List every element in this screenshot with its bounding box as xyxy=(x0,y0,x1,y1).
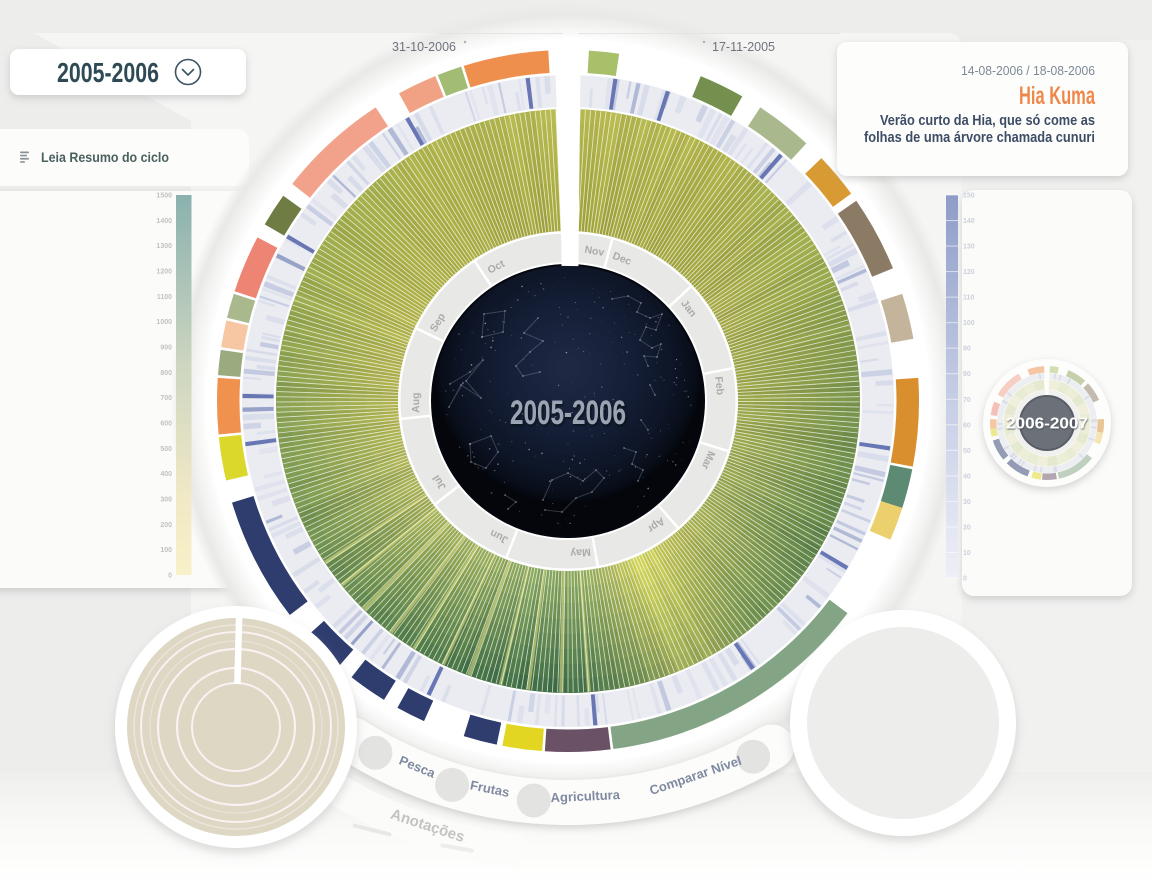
svg-text:17-11-2005: 17-11-2005 xyxy=(712,40,775,54)
svg-text:30: 30 xyxy=(963,499,971,506)
svg-text:0: 0 xyxy=(963,576,967,583)
svg-text:folhas de uma árvore chamada c: folhas de uma árvore chamada cunuri xyxy=(864,130,1095,146)
svg-text:600: 600 xyxy=(160,421,172,428)
svg-text:Aug: Aug xyxy=(410,392,422,413)
svg-text:70: 70 xyxy=(963,397,971,404)
svg-text:1400: 1400 xyxy=(156,218,172,225)
svg-text:900: 900 xyxy=(160,345,172,352)
svg-text:Leia Resumo do ciclo: Leia Resumo do ciclo xyxy=(41,149,169,165)
svg-text:200: 200 xyxy=(160,522,172,529)
svg-text:20: 20 xyxy=(963,524,971,531)
svg-text:700: 700 xyxy=(160,395,172,402)
svg-text:10: 10 xyxy=(963,550,971,557)
svg-text:2006-2007: 2006-2007 xyxy=(1006,416,1088,433)
svg-text:140: 140 xyxy=(963,218,975,225)
svg-text:Feb: Feb xyxy=(712,376,726,396)
svg-text:60: 60 xyxy=(963,422,971,429)
svg-text:14-08-2006 / 18-08-2006: 14-08-2006 / 18-08-2006 xyxy=(961,64,1095,78)
svg-text:90: 90 xyxy=(963,346,971,353)
svg-text:0: 0 xyxy=(168,573,172,580)
svg-text:100: 100 xyxy=(160,547,172,554)
svg-text:110: 110 xyxy=(963,295,974,302)
svg-text:1100: 1100 xyxy=(157,294,172,301)
svg-text:120: 120 xyxy=(963,269,975,276)
svg-text:Verão curto da Hia, que só com: Verão curto da Hia, que só come as xyxy=(880,113,1095,129)
svg-text:Nov: Nov xyxy=(584,244,606,259)
svg-text:1200: 1200 xyxy=(156,269,172,276)
svg-text:300: 300 xyxy=(160,497,172,504)
svg-text:80: 80 xyxy=(963,371,971,378)
svg-text:40: 40 xyxy=(963,473,971,480)
svg-text:50: 50 xyxy=(963,448,971,455)
svg-text:800: 800 xyxy=(160,370,172,377)
svg-text:400: 400 xyxy=(160,471,172,478)
svg-text:130: 130 xyxy=(963,244,975,251)
svg-text:1000: 1000 xyxy=(156,319,172,326)
svg-text:1300: 1300 xyxy=(156,243,172,250)
svg-text:2005-2006: 2005-2006 xyxy=(57,57,159,88)
svg-text:31-10-2006: 31-10-2006 xyxy=(392,40,456,54)
svg-text:500: 500 xyxy=(160,446,172,453)
svg-text:2005-2006: 2005-2006 xyxy=(510,394,626,432)
svg-text:Agricultura: Agricultura xyxy=(550,787,621,805)
svg-text:100: 100 xyxy=(963,320,975,327)
svg-text:Hia Kuma: Hia Kuma xyxy=(1019,82,1096,110)
svg-text:1500: 1500 xyxy=(156,193,172,200)
svg-text:150: 150 xyxy=(963,193,975,200)
svg-text:May: May xyxy=(570,546,592,560)
